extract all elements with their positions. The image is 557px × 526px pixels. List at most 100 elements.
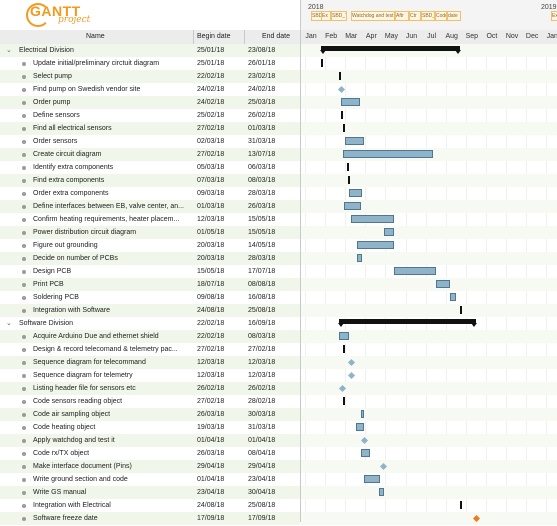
- task-end-date[interactable]: 16/09/18: [248, 320, 276, 327]
- task-name[interactable]: Code heating object: [33, 424, 96, 431]
- task-begin-date[interactable]: 25/02/18: [197, 112, 225, 119]
- task-begin-date[interactable]: 01/04/18: [197, 437, 225, 444]
- collapse-toggle-icon[interactable]: ⌄: [6, 320, 12, 327]
- task-name[interactable]: Order extra components: [33, 190, 109, 197]
- task-name[interactable]: Code rx/TX object: [33, 450, 90, 457]
- task-row[interactable]: Find extra components 07/03/18 08/03/18: [0, 174, 300, 188]
- task-name[interactable]: Apply watchdog and test it: [33, 437, 115, 444]
- task-bar[interactable]: [342, 124, 345, 132]
- task-end-date[interactable]: 08/03/18: [248, 333, 276, 340]
- task-bar[interactable]: [356, 254, 363, 262]
- task-name[interactable]: Sequence diagram for telecommand: [33, 359, 146, 366]
- task-begin-date[interactable]: 22/02/18: [197, 73, 225, 80]
- task-end-date[interactable]: 15/05/18: [248, 229, 276, 236]
- task-name[interactable]: Soldering PCB: [33, 294, 79, 301]
- task-begin-date[interactable]: 24/08/18: [197, 307, 225, 314]
- task-bar[interactable]: [355, 423, 365, 431]
- task-begin-date[interactable]: 25/01/18: [197, 47, 225, 54]
- task-end-date[interactable]: 23/08/18: [248, 47, 276, 54]
- task-row[interactable]: Order sensors 02/03/18 31/03/18: [0, 135, 300, 149]
- timeline-item[interactable]: Ex: [321, 11, 331, 21]
- task-end-date[interactable]: 30/04/18: [248, 489, 276, 496]
- task-row[interactable]: Identify extra components 05/03/18 06/03/1…: [0, 161, 300, 175]
- task-end-date[interactable]: 06/03/18: [248, 164, 276, 171]
- timeline-item[interactable]: Code: [435, 11, 447, 21]
- task-row[interactable]: Find all electrical sensors 27/02/18 01/03…: [0, 122, 300, 136]
- task-begin-date[interactable]: 25/01/18: [197, 60, 225, 67]
- task-name[interactable]: Make interface document (Pins): [33, 463, 132, 470]
- task-row[interactable]: Code rx/TX object 26/03/18 08/04/18: [0, 447, 300, 461]
- task-row[interactable]: Create circuit diagram 27/02/18 13/07/18: [0, 148, 300, 162]
- task-begin-date[interactable]: 17/09/18: [197, 515, 225, 522]
- task-row[interactable]: Code heating object 19/03/18 31/03/18: [0, 421, 300, 435]
- task-begin-date[interactable]: 20/03/18: [197, 242, 225, 249]
- column-header-begin-date[interactable]: Begin date: [197, 33, 231, 40]
- task-name[interactable]: Acquire Arduino Due and ethernet shield: [33, 333, 159, 340]
- task-begin-date[interactable]: 19/03/18: [197, 424, 225, 431]
- task-row[interactable]: Write ground section and code 01/04/18 23/…: [0, 473, 300, 487]
- timeline-item[interactable]: Aftr: [395, 11, 409, 21]
- task-begin-date[interactable]: 05/03/18: [197, 164, 225, 171]
- task-row[interactable]: Figure out grounding 20/03/18 14/05/18: [0, 239, 300, 253]
- task-row[interactable]: Soldering PCB 09/08/18 16/08/18: [0, 291, 300, 305]
- task-name[interactable]: Update initial/preliminary circtuit diag…: [33, 60, 160, 67]
- task-end-date[interactable]: 16/08/18: [248, 294, 276, 301]
- task-end-date[interactable]: 27/02/18: [248, 346, 276, 353]
- task-bar[interactable]: [341, 111, 344, 119]
- task-row[interactable]: Confirm heating requirements, heater pla…: [0, 213, 300, 227]
- task-name[interactable]: Write GS manual: [33, 489, 87, 496]
- task-begin-date[interactable]: 26/03/18: [197, 450, 225, 457]
- task-bar[interactable]: [346, 163, 349, 171]
- task-row[interactable]: Find pump on Swedish vendor site 24/02/18…: [0, 83, 300, 97]
- task-end-date[interactable]: 08/04/18: [248, 450, 276, 457]
- task-end-date[interactable]: 26/01/18: [248, 60, 276, 67]
- task-bar[interactable]: [393, 267, 436, 275]
- milestone-icon[interactable]: [337, 85, 345, 94]
- task-begin-date[interactable]: 22/02/18: [197, 333, 225, 340]
- task-row[interactable]: Decide on number of PCBs 20/03/18 28/03/18: [0, 252, 300, 266]
- task-bar[interactable]: [347, 176, 350, 184]
- task-begin-date[interactable]: 27/02/18: [197, 151, 225, 158]
- task-row[interactable]: Order extra components 09/03/18 28/03/18: [0, 187, 300, 201]
- milestone-icon[interactable]: [379, 462, 388, 471]
- task-begin-date[interactable]: 27/02/18: [197, 346, 225, 353]
- task-bar[interactable]: [360, 449, 370, 457]
- task-row[interactable]: Integration with Electrical 24/08/18 25/08…: [0, 499, 300, 513]
- task-bar[interactable]: [435, 280, 451, 288]
- task-begin-date[interactable]: 01/04/18: [197, 476, 225, 483]
- task-end-date[interactable]: 25/08/18: [248, 502, 276, 509]
- task-end-date[interactable]: 08/08/18: [248, 281, 276, 288]
- task-name[interactable]: Code air sampling object: [33, 411, 111, 418]
- task-row[interactable]: Make interface document (Pins) 29/04/18 29…: [0, 460, 300, 474]
- task-row[interactable]: Update initial/preliminary circtuit diag…: [0, 57, 300, 71]
- task-name[interactable]: Electrical Division: [19, 47, 74, 54]
- task-begin-date[interactable]: 01/03/18: [197, 203, 225, 210]
- gantt-chart[interactable]: 2018 2019 SBD_T1ExSBD_T2Watchdog and tes…: [300, 0, 557, 525]
- task-row[interactable]: Acquire Arduino Due and ethernet shield 2…: [0, 330, 300, 344]
- task-name[interactable]: Write ground section and code: [33, 476, 128, 483]
- task-end-date[interactable]: 28/02/18: [248, 398, 276, 405]
- task-end-date[interactable]: 17/09/18: [248, 515, 276, 522]
- task-end-date[interactable]: 26/02/18: [248, 112, 276, 119]
- task-begin-date[interactable]: 23/04/18: [197, 489, 225, 496]
- task-end-date[interactable]: 30/03/18: [248, 411, 276, 418]
- task-bar[interactable]: [343, 202, 362, 210]
- task-bar[interactable]: [320, 59, 323, 67]
- task-name[interactable]: Select pump: [33, 73, 72, 80]
- task-group-row[interactable]: ⌄ Electrical Division 25/01/18 23/08/18: [0, 44, 300, 58]
- task-row[interactable]: Select pump 22/02/18 23/02/18: [0, 70, 300, 84]
- task-end-date[interactable]: 08/03/18: [248, 177, 276, 184]
- milestone-icon[interactable]: [348, 371, 356, 380]
- task-name[interactable]: Find all electrical sensors: [33, 125, 112, 132]
- task-name[interactable]: Power distribution circuit diagram: [33, 229, 137, 236]
- milestone-icon[interactable]: [338, 384, 347, 393]
- task-row[interactable]: Write GS manual 23/04/18 30/04/18: [0, 486, 300, 500]
- task-group-row[interactable]: ⌄ Software Division 22/02/18 16/09/18: [0, 317, 300, 331]
- task-name[interactable]: Integration with Software: [33, 307, 111, 314]
- task-name[interactable]: Confirm heating requirements, heater pla…: [33, 216, 180, 223]
- task-begin-date[interactable]: 24/08/18: [197, 502, 225, 509]
- task-name[interactable]: Design PCB: [33, 268, 72, 275]
- task-bar[interactable]: [379, 488, 385, 496]
- task-end-date[interactable]: 17/07/18: [248, 268, 276, 275]
- collapse-toggle-icon[interactable]: ⌄: [6, 47, 12, 54]
